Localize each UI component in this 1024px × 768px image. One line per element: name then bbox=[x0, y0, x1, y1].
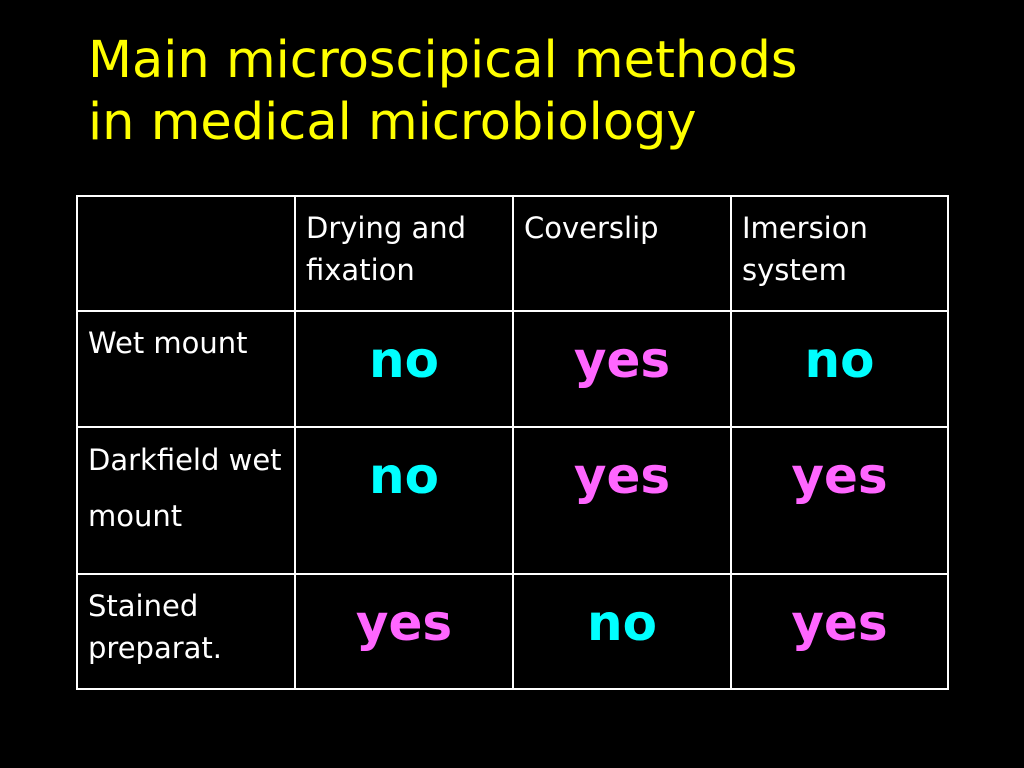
value-text: yes bbox=[791, 594, 888, 652]
table-row: Stained preparat. yes no yes bbox=[76, 573, 949, 690]
table-row: Darkfield wet mount no yes yes bbox=[76, 426, 949, 575]
row-label: Darkfield wet mount bbox=[88, 443, 282, 533]
value-cell: yes bbox=[730, 573, 949, 690]
value-text: no bbox=[804, 331, 875, 389]
value-cell: no bbox=[294, 310, 514, 428]
header-coverslip-label: Coverslip bbox=[524, 211, 659, 245]
value-cell: yes bbox=[730, 426, 949, 575]
row-label-cell: Stained preparat. bbox=[76, 573, 296, 690]
value-cell: no bbox=[294, 426, 514, 575]
slide-title: Main microscipical methods in medical mi… bbox=[88, 30, 968, 154]
header-cell-immersion: Imersion system bbox=[730, 195, 949, 312]
value-text: no bbox=[369, 331, 439, 389]
title-line-2: in medical microbiology bbox=[88, 93, 697, 152]
value-text: yes bbox=[573, 447, 671, 505]
header-drying-label: Drying and fixation bbox=[306, 211, 467, 287]
header-cell-drying: Drying and fixation bbox=[294, 195, 514, 312]
value-cell: yes bbox=[512, 426, 732, 575]
value-text: no bbox=[587, 594, 657, 652]
value-text: yes bbox=[573, 331, 671, 389]
header-cell-empty bbox=[76, 195, 296, 312]
header-immersion-label: Imersion system bbox=[742, 211, 868, 287]
value-text: yes bbox=[791, 447, 888, 505]
title-line-1: Main microscipical methods bbox=[88, 31, 798, 90]
header-cell-coverslip: Coverslip bbox=[512, 195, 732, 312]
value-cell: no bbox=[512, 573, 732, 690]
methods-table: Drying and fixation Coverslip Imersion s… bbox=[76, 195, 949, 690]
table-header-row: Drying and fixation Coverslip Imersion s… bbox=[76, 195, 949, 312]
row-label: Stained preparat. bbox=[88, 589, 222, 665]
value-cell: no bbox=[730, 310, 949, 428]
table-row: Wet mount no yes no bbox=[76, 310, 949, 428]
row-label-cell: Wet mount bbox=[76, 310, 296, 428]
value-text: no bbox=[369, 447, 439, 505]
row-label: Wet mount bbox=[88, 326, 248, 360]
value-text: yes bbox=[355, 594, 453, 652]
value-cell: yes bbox=[512, 310, 732, 428]
row-label-cell: Darkfield wet mount bbox=[76, 426, 296, 575]
value-cell: yes bbox=[294, 573, 514, 690]
